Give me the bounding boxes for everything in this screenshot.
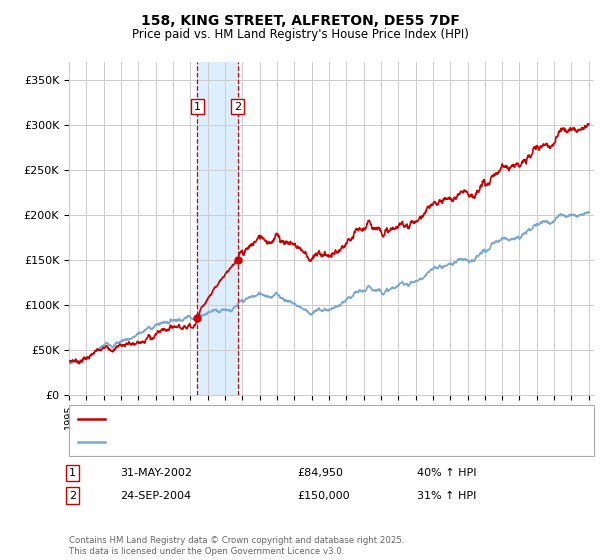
Bar	[197, 62, 238, 395]
Text: £84,950: £84,950	[297, 468, 343, 478]
Text: 158, KING STREET, ALFRETON, DE55 7DF (semi-detached house): 158, KING STREET, ALFRETON, DE55 7DF (se…	[108, 414, 446, 424]
Text: 2: 2	[234, 101, 241, 111]
Text: 31% ↑ HPI: 31% ↑ HPI	[417, 491, 476, 501]
Text: 1: 1	[69, 468, 76, 478]
Text: 31-MAY-2002: 31-MAY-2002	[120, 468, 192, 478]
Text: Price paid vs. HM Land Registry's House Price Index (HPI): Price paid vs. HM Land Registry's House …	[131, 28, 469, 41]
Text: 1: 1	[194, 101, 201, 111]
Text: HPI: Average price, semi-detached house, Amber Valley: HPI: Average price, semi-detached house,…	[108, 437, 399, 447]
Text: £150,000: £150,000	[297, 491, 350, 501]
Text: 2: 2	[69, 491, 76, 501]
Text: Contains HM Land Registry data © Crown copyright and database right 2025.
This d: Contains HM Land Registry data © Crown c…	[69, 536, 404, 556]
Text: 40% ↑ HPI: 40% ↑ HPI	[417, 468, 476, 478]
Text: 24-SEP-2004: 24-SEP-2004	[120, 491, 191, 501]
Text: 158, KING STREET, ALFRETON, DE55 7DF: 158, KING STREET, ALFRETON, DE55 7DF	[140, 14, 460, 28]
